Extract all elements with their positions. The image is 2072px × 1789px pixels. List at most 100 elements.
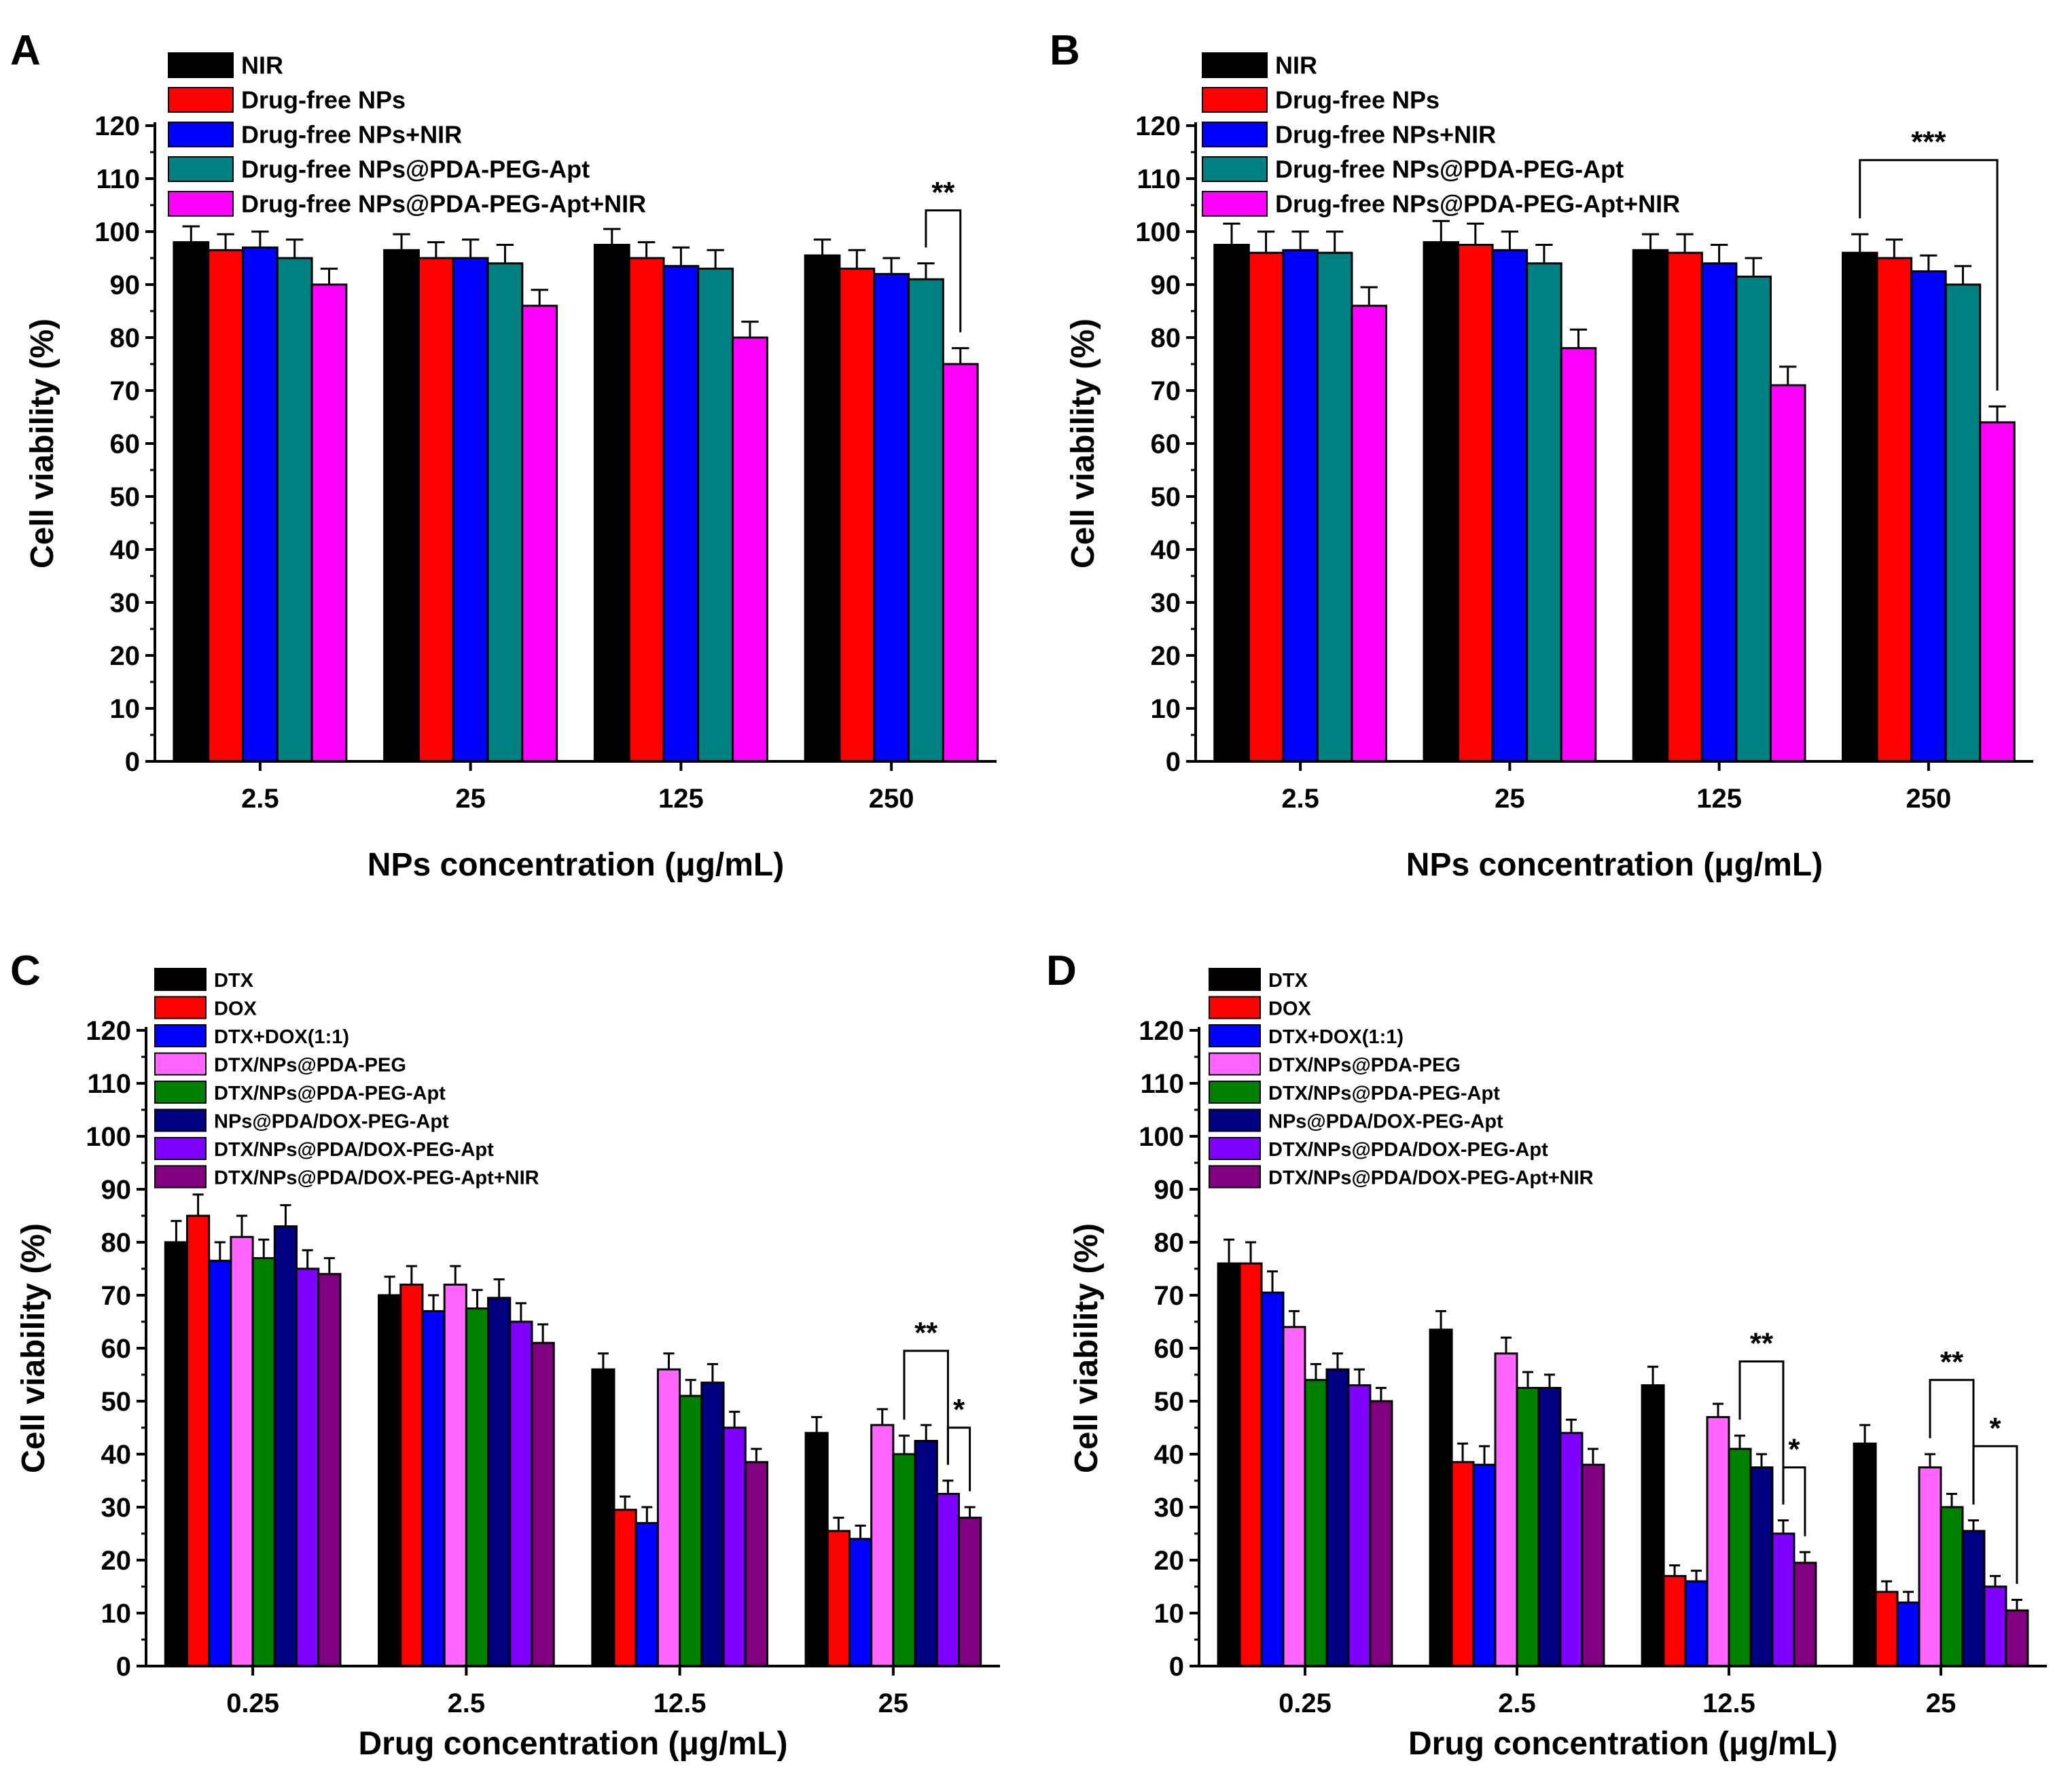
legend-label: DTX/NPs@PDA/DOX-PEG-Apt+NIR [1268, 1168, 1594, 1189]
y-tick-label: 10 [101, 1599, 132, 1629]
legend-label: NPs@PDA/DOX-PEG-Apt [1268, 1111, 1503, 1133]
bar-dtx-dox-1-1- [848, 1538, 873, 1667]
x-tick-label: 25 [1495, 784, 1525, 814]
legend-label: Drug-free NPs@PDA-PEG-Apt [241, 156, 590, 183]
legend-label: DTX [1268, 970, 1308, 992]
bar-dtx-nps-pda-dox-peg-apt [722, 1426, 747, 1667]
bar-dtx-nps-pda-dox-peg-apt [296, 1267, 320, 1667]
x-tick-label: 250 [869, 784, 914, 814]
bar-nps-pda-dox-peg-apt [1749, 1466, 1774, 1667]
legend-label: DTX/NPs@PDA-PEG-Apt [1268, 1083, 1500, 1104]
legend-swatch [1209, 1081, 1261, 1104]
legend-swatch [154, 1081, 207, 1104]
legend-swatch [1202, 87, 1268, 113]
y-tick-label: 30 [110, 588, 141, 618]
legend-label: Drug-free NPs+NIR [241, 121, 462, 149]
legend-swatch [1202, 191, 1268, 217]
bar-drug-free-nps [1457, 244, 1494, 763]
y-tick-label: 0 [125, 747, 140, 777]
bar-dtx [1641, 1384, 1665, 1667]
panel-letter: A [10, 27, 41, 74]
bar-dtx-nps-pda-peg-apt [1940, 1506, 1964, 1667]
bar-nps-pda-dox-peg-apt [1537, 1387, 1562, 1667]
bar-dtx-nps-pda-dox-peg-apt [509, 1320, 533, 1667]
bar-nir [593, 244, 630, 763]
bar-dtx [591, 1368, 615, 1667]
x-tick-label: 2.5 [1281, 784, 1319, 814]
x-tick-label: 125 [1696, 784, 1742, 814]
legend-swatch [168, 87, 234, 113]
y-tick-label: 80 [101, 1228, 132, 1258]
legend-swatch [154, 1052, 207, 1076]
bar-drug-free-nps [1666, 251, 1703, 763]
bar-dtx-nps-pda-dox-peg-apt [1559, 1432, 1584, 1667]
significance-bracket [1972, 1445, 2018, 1585]
bar-dtx-nps-pda-peg-apt [1728, 1447, 1752, 1667]
bar-dtx-nps-pda-dox-peg-apt [1983, 1585, 2007, 1667]
x-tick-label: 25 [455, 784, 486, 814]
panel-A: A NIR Drug-free NPs Drug-free NPs+NIR Drug-f… [10, 27, 997, 883]
y-tick-label: 0 [116, 1652, 131, 1682]
panel-B: B NIR Drug-free NPs Drug-free NPs+NIR Drug-f… [1050, 27, 2033, 883]
significance-label: ** [1750, 1327, 1774, 1360]
bar-dtx-nps-pda-dox-peg-apt [1347, 1384, 1372, 1667]
x-tick-label: 25 [878, 1688, 909, 1718]
y-tick-label: 90 [1151, 270, 1181, 300]
bar-dtx-nps-pda-dox-peg-apt-nir [744, 1461, 768, 1667]
bar-dtx-nps-pda-dox-peg-apt [1771, 1532, 1796, 1667]
y-tick-label: 110 [87, 1069, 131, 1099]
bar-dtx [164, 1241, 188, 1667]
bar-dtx-nps-pda-peg [443, 1283, 467, 1667]
bar-dtx-dox-1-1- [635, 1521, 659, 1667]
bar-dox [1450, 1461, 1475, 1667]
significance-label: * [953, 1393, 965, 1426]
legend-swatch [154, 1024, 207, 1047]
x-tick-label: 2.5 [241, 784, 279, 814]
bar-nps-pda-dox-peg-apt [487, 1297, 512, 1667]
legend-label: DTX/NPs@PDA/DOX-PEG-Apt+NIR [214, 1168, 539, 1189]
y-tick-label: 20 [1154, 1546, 1185, 1576]
legend-label: Drug-free NPs@PDA-PEG-Apt+NIR [1275, 190, 1680, 218]
legend-swatch [1209, 1052, 1261, 1076]
x-axis-label: NPs concentration (μg/mL) [1406, 847, 1823, 883]
legend-label: Drug-free NPs+NIR [1275, 121, 1496, 149]
legend-swatch [1209, 1165, 1261, 1189]
bar-drug-free-nps [1876, 257, 1913, 763]
bar-drug-free-nps-nir [1910, 270, 1947, 763]
bar-dtx-nps-pda-dox-peg-apt-nir [317, 1273, 342, 1667]
significance-bracket [1929, 1379, 1975, 1505]
legend-label: DOX [214, 998, 257, 1020]
y-tick-label: 90 [101, 1175, 132, 1205]
y-tick-label: 30 [1151, 588, 1181, 618]
legend-label: DTX+DOX(1:1) [214, 1026, 349, 1048]
x-tick-label: 12.5 [654, 1688, 707, 1718]
bar-dtx-nps-pda-peg [656, 1368, 681, 1667]
bar-dtx-nps-pda-peg [870, 1424, 895, 1667]
legend-label: DTX+DOX(1:1) [1268, 1026, 1404, 1048]
legend-swatch [154, 1165, 207, 1189]
y-tick-label: 20 [110, 641, 141, 671]
significance-bracket [1782, 1466, 1806, 1536]
legend-swatch [1209, 1108, 1261, 1132]
bar-drug-free-nps-nir [241, 246, 279, 763]
legend-label: DOX [1268, 998, 1312, 1020]
legend-swatch [168, 191, 234, 217]
y-tick-label: 110 [1140, 1069, 1184, 1099]
bar-dtx-nps-pda-dox-peg-apt-nir [1369, 1400, 1393, 1667]
legend-label: NPs@PDA/DOX-PEG-Apt [214, 1111, 449, 1133]
bar-drug-free-nps-pda-peg-apt [1316, 251, 1353, 763]
bar-dtx-nps-pda-dox-peg-apt-nir [2005, 1609, 2029, 1667]
bar-dtx-nps-pda-peg-apt [1304, 1379, 1328, 1667]
y-tick-label: 90 [1154, 1175, 1185, 1205]
significance-label: * [1788, 1433, 1800, 1466]
bar-drug-free-nps [838, 268, 876, 763]
y-tick-label: 110 [1137, 164, 1181, 194]
y-tick-label: 60 [110, 429, 141, 459]
panel-D: D DTX DOX DTX+DOX(1:1) DTX/NPs@PDA-PEG DTX/NP… [1046, 947, 2047, 1762]
bar-dtx-nps-pda-dox-peg-apt-nir [1793, 1561, 1817, 1667]
y-tick-label: 10 [1151, 694, 1181, 724]
y-tick-label: 50 [1151, 482, 1181, 512]
legend-swatch [1209, 968, 1261, 991]
bar-dtx-dox-1-1- [1684, 1580, 1709, 1667]
significance-bracket [925, 209, 962, 333]
